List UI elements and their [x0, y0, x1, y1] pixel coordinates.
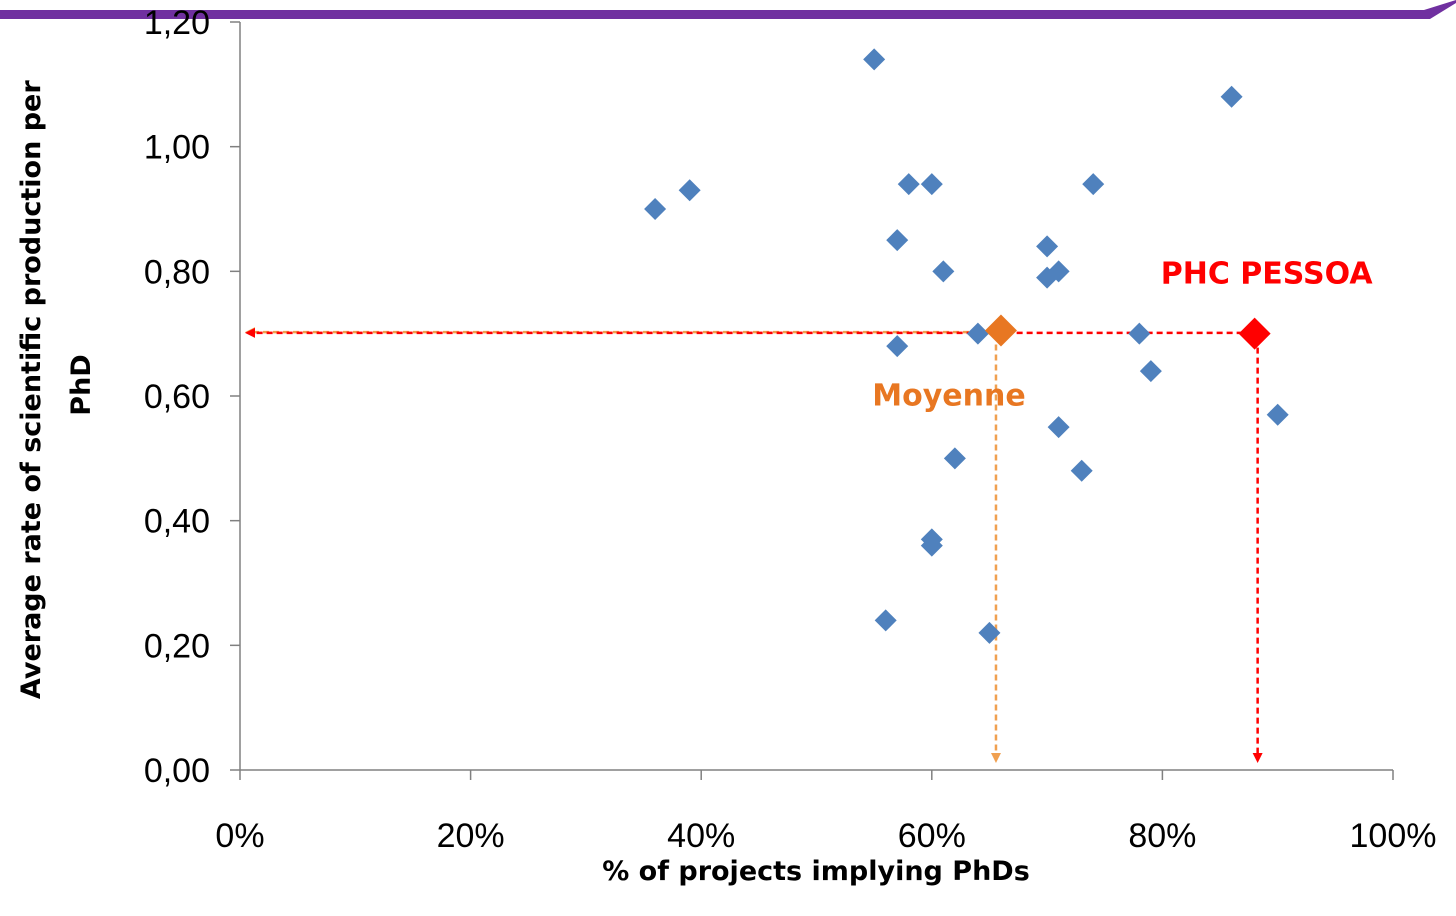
y-tick-label: 0,20 [144, 627, 210, 665]
scatter-point [644, 198, 667, 220]
x-tick-label: 100% [1350, 817, 1437, 855]
x-tick-label: 80% [1128, 817, 1196, 855]
scatter-point [874, 609, 897, 632]
highlight-point [984, 314, 1017, 347]
scatter-point [1128, 322, 1151, 345]
x-axis-title: % of projects implying PhDs [602, 856, 1030, 887]
highlight-label: Moyenne [872, 379, 1025, 414]
y-tick-label: 1,00 [144, 129, 210, 167]
scatter-point [1139, 360, 1162, 383]
x-tick-label: 40% [667, 817, 735, 855]
highlight-points: Moyenne PHC PESSOA [872, 257, 1373, 414]
data-points [644, 48, 1289, 644]
scatter-point [863, 48, 886, 71]
y-axis-title: Average rate of scientific production pe… [16, 71, 97, 699]
scatter-point [678, 179, 701, 202]
x-tick-label: 60% [898, 817, 966, 855]
scatter-point [932, 260, 955, 283]
scatter-point [1070, 459, 1093, 482]
y-axis-ticks: 0,00 0,20 0,40 0,60 0,80 1,00 1,20 [144, 4, 240, 790]
x-tick-label: 0% [215, 817, 264, 855]
header-banner [0, 0, 1456, 19]
scatter-point [1047, 416, 1070, 439]
x-axis-ticks: 0% 20% 40% 60% 80% 100% [215, 770, 1436, 855]
scatter-point [966, 322, 989, 345]
y-tick-label: 0,00 [144, 752, 210, 790]
scatter-point [1220, 85, 1243, 108]
scatter-point [897, 173, 920, 196]
y-tick-label: 1,20 [144, 4, 210, 42]
scatter-point [920, 173, 943, 196]
scatter-point [886, 335, 909, 358]
scatter-point [1047, 260, 1070, 283]
x-tick-label: 20% [437, 817, 505, 855]
scatter-point [886, 229, 909, 252]
scatter-point [920, 534, 943, 557]
y-axis-title-line-2: PhD [66, 354, 97, 415]
scatter-point [1036, 235, 1059, 258]
scatter-point [943, 447, 966, 470]
highlight-point [1238, 317, 1271, 350]
y-axis-title-line-1: Average rate of scientific production pe… [16, 80, 47, 699]
scatter-point [978, 621, 1001, 644]
highlight-label: PHC PESSOA [1161, 257, 1374, 292]
scatter-point [1266, 403, 1289, 426]
y-tick-label: 0,40 [144, 503, 210, 541]
scatter-point [1082, 173, 1105, 196]
reference-lines [245, 327, 1263, 763]
y-tick-label: 0,60 [144, 378, 210, 416]
y-tick-label: 0,80 [144, 253, 210, 291]
